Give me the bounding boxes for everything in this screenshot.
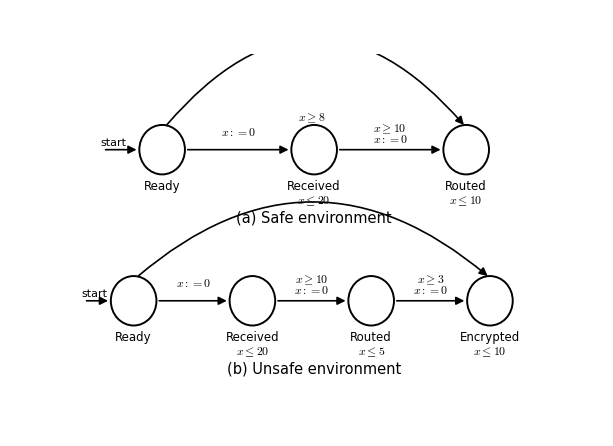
Text: Ready: Ready	[115, 330, 152, 344]
Text: $x \geq 3$: $x \geq 3$	[417, 273, 444, 287]
Text: Encrypted
$x \leq 10$: Encrypted $x \leq 10$	[460, 330, 520, 359]
FancyArrowPatch shape	[167, 39, 463, 125]
Text: $x \geq 8$: $x \geq 8$	[298, 112, 326, 125]
Text: Ready: Ready	[144, 180, 180, 193]
FancyArrowPatch shape	[138, 202, 486, 276]
Text: $x := 0$: $x := 0$	[373, 133, 408, 146]
Text: start: start	[82, 289, 107, 299]
Text: Received
$x \leq 20$: Received $x \leq 20$	[287, 180, 341, 208]
Ellipse shape	[348, 276, 394, 326]
Ellipse shape	[443, 125, 489, 174]
Text: Received
$x \leq 20$: Received $x \leq 20$	[226, 330, 279, 359]
Ellipse shape	[230, 276, 275, 326]
Text: Routed
$x \leq 10$: Routed $x \leq 10$	[445, 180, 487, 208]
Text: $x \geq 10$: $x \geq 10$	[373, 123, 407, 136]
Ellipse shape	[111, 276, 156, 326]
Text: $x := 0$: $x := 0$	[175, 277, 210, 290]
Ellipse shape	[291, 125, 337, 174]
Text: $x := 0$: $x := 0$	[221, 126, 256, 139]
Text: $x \geq 10$: $x \geq 10$	[295, 273, 329, 287]
Ellipse shape	[139, 125, 185, 174]
Text: start: start	[101, 138, 126, 148]
Text: (a) Safe environment: (a) Safe environment	[237, 210, 392, 225]
Text: Routed
$x \leq 5$: Routed $x \leq 5$	[350, 330, 392, 359]
Ellipse shape	[467, 276, 512, 326]
Text: $x := 0$: $x := 0$	[294, 285, 329, 297]
Text: $x := 0$: $x := 0$	[413, 285, 448, 297]
Text: (b) Unsafe environment: (b) Unsafe environment	[227, 361, 402, 376]
